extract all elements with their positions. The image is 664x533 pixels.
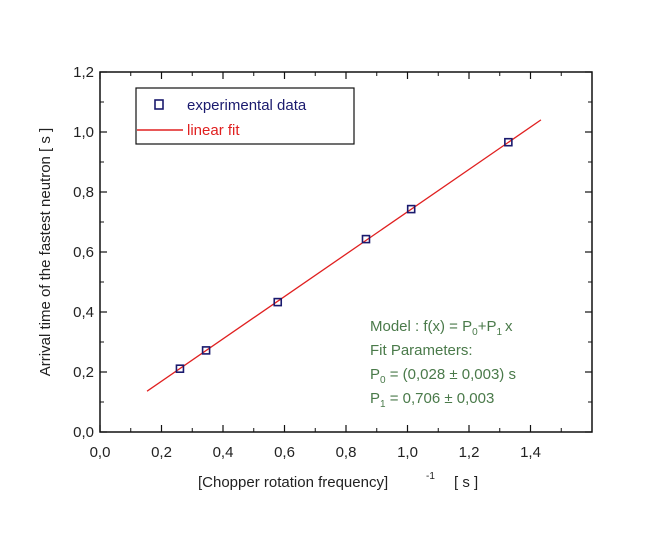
x-tick-label: 0,2 [151, 444, 172, 461]
annotation-p1: P1 = 0,706 ± 0,003 [370, 390, 494, 410]
legend-label-experimental: experimental data [187, 97, 307, 114]
y-tick-label: 0,0 [73, 424, 94, 441]
x-tick-label: 0,4 [213, 444, 234, 461]
data-point [175, 364, 185, 374]
legend-label-fit: linear fit [187, 122, 240, 139]
x-axis-title-unit: [ s ] [454, 474, 478, 491]
x-tick-label: 1,4 [520, 444, 541, 461]
x-axis-title-text: [Chopper rotation frequency] [198, 474, 388, 491]
legend-box [135, 87, 355, 145]
annotation-p0: P0 = (0,028 ± 0,003) s [370, 366, 516, 386]
x-tick-label: 0,6 [274, 444, 295, 461]
legend-marker-experimental [154, 99, 164, 110]
fit-annotation: Model : f(x) = P0+P1 x Fit Parameters: P0… [370, 318, 516, 410]
x-axis-title-superscript: -1 [426, 471, 435, 482]
axis-tick-labels: 0,0 0,2 0,4 0,6 0,8 1,0 1,2 1,4 0,0 0,2 0,4 0,6 0,8 1… [73, 64, 541, 461]
data-point [201, 346, 211, 355]
data-point [406, 204, 416, 214]
data-point [273, 297, 283, 307]
y-tick-label: 0,6 [73, 244, 94, 261]
annotation-fit-title: Fit Parameters: [370, 342, 473, 359]
y-tick-label: 0,2 [73, 364, 94, 381]
y-tick-label: 1,2 [73, 64, 94, 81]
x-tick-label: 0,0 [90, 444, 111, 461]
x-tick-label: 1,2 [459, 444, 480, 461]
x-tick-label: 0,8 [336, 444, 357, 461]
x-axis-title: [Chopper rotation frequency] -1 [ s ] [198, 471, 478, 491]
data-point [361, 234, 371, 244]
x-tick-label: 1,0 [397, 444, 418, 461]
axis-ticks [99, 71, 592, 433]
data-point [504, 137, 513, 147]
y-tick-label: 0,8 [73, 184, 94, 201]
fit-line [146, 119, 542, 392]
y-tick-label: 1,0 [73, 124, 94, 141]
series-linear-fit [146, 119, 542, 392]
annotation-model: Model : f(x) = P0+P1 x [370, 318, 513, 338]
legend: experimental data linear fit [135, 87, 355, 145]
y-tick-label: 0,4 [73, 304, 94, 321]
series-experimental-data [175, 137, 513, 374]
y-axis-title: Arrival time of the fastest neutron [ s … [37, 128, 54, 376]
